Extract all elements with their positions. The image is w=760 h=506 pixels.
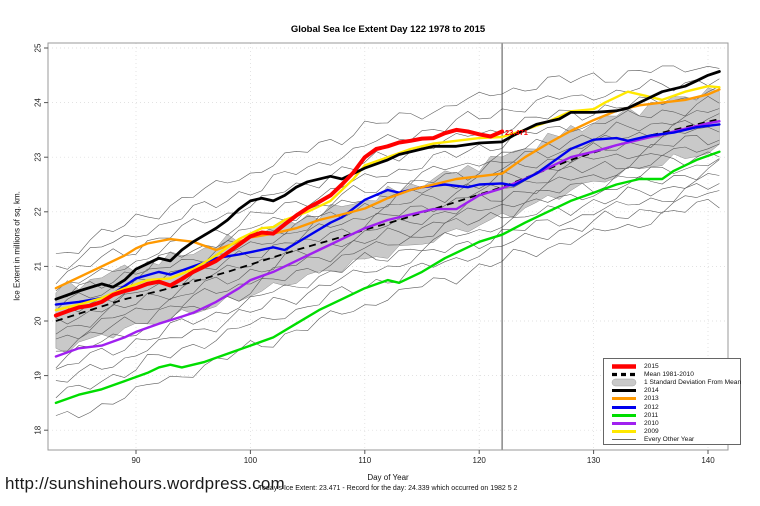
- series-2011-line: [54, 150, 721, 405]
- other-year-line: [55, 158, 720, 352]
- other-year-line: [55, 96, 720, 292]
- legend-item-2014: 2014: [604, 387, 740, 395]
- other-year-line: [55, 173, 720, 370]
- other-year-line: [55, 198, 720, 419]
- series-2012-line: [54, 123, 721, 306]
- legend-swatch-line: [612, 421, 636, 425]
- today-extent-annotation: 23.471: [505, 128, 528, 137]
- y-tick-label: 21: [34, 261, 43, 270]
- legend-label: 2015: [644, 362, 659, 370]
- legend-swatch-band: [611, 378, 637, 387]
- y-axis-label: Ice Extent in millions of sq. km.: [12, 191, 22, 301]
- legend-label: Mean 1981-2010: [644, 370, 694, 378]
- other-year-line: [55, 143, 720, 335]
- y-tick-label: 20: [34, 316, 43, 325]
- legend-item-2012: 2012: [604, 403, 740, 411]
- legend-label: 2010: [644, 419, 659, 427]
- legend-item-2010: 2010: [604, 419, 740, 427]
- other-year-line: [55, 78, 720, 270]
- y-tick-label: 22: [34, 207, 43, 216]
- legend-swatch-dashed-line: [612, 372, 636, 376]
- y-tick-label: 25: [34, 43, 43, 52]
- legend-item-every-other-year: Every Other Year: [604, 436, 740, 444]
- legend-label: 1 Standard Deviation From Mean: [644, 378, 742, 386]
- legend-label: 2009: [644, 428, 659, 436]
- legend-item-2013: 2013: [604, 395, 740, 403]
- legend-label: Every Other Year: [644, 436, 695, 444]
- other-year-line: [55, 190, 720, 399]
- site-url-text: http://sunshinehours.wordpress.com: [5, 474, 285, 493]
- x-tick-label: 90: [132, 456, 141, 465]
- legend-swatch-line: [612, 413, 636, 417]
- legend-label: 2013: [644, 395, 659, 403]
- legend-swatch-line: [612, 389, 636, 393]
- other-year-line: [55, 126, 720, 313]
- series-2015-line: [53, 127, 505, 318]
- legend-swatch-thick-line: [612, 363, 636, 369]
- plot-border: [47, 42, 729, 451]
- x-tick-label: 110: [358, 456, 371, 465]
- series-2014-line: [54, 70, 721, 301]
- legend-item-2015: 2015: [604, 362, 740, 370]
- legend-box: 2015 Mean 1981-2010 1 Standard Deviation F…: [603, 358, 741, 445]
- y-tick-label: 24: [34, 98, 43, 107]
- legend-label: 2014: [644, 387, 659, 395]
- y-tick-label: 19: [34, 371, 43, 380]
- y-tick-label: 23: [34, 152, 43, 161]
- x-axis-label: Day of Year: [367, 473, 409, 482]
- x-tick-label: 100: [244, 456, 258, 465]
- legend-swatch-line: [612, 430, 636, 434]
- chart-caption: Today's Ice Extent: 23.471 - Record for …: [258, 485, 518, 492]
- y-tick-label: 18: [34, 425, 43, 434]
- other-year-line: [55, 183, 720, 383]
- other-year-line: [55, 108, 720, 300]
- other-year-line: [55, 151, 720, 340]
- legend-item-2011: 2011: [604, 411, 740, 419]
- legend-item-mean-1981-2010: Mean 1981-2010: [604, 370, 740, 378]
- series-2009-line: [54, 85, 721, 312]
- legend-item-2009: 2009: [604, 428, 740, 436]
- legend-label: 2011: [644, 411, 659, 419]
- x-tick-label: 120: [473, 456, 487, 465]
- legend-swatch-thin-line: [612, 439, 636, 441]
- legend-label: 2012: [644, 403, 659, 411]
- x-tick-label: 130: [587, 456, 601, 465]
- chart-title: Global Sea Ice Extent Day 122 1978 to 20…: [290, 24, 486, 35]
- series-2010-line: [54, 120, 721, 358]
- legend-swatch-line: [612, 405, 636, 409]
- axis-ticks: 90 100 110 120 130 140 18 19 20 21 22 23 24 25: [34, 43, 716, 465]
- legend-swatch-line: [612, 397, 636, 401]
- legend-item-1-standard-deviation-from-mean: 1 Standard Deviation From Mean: [604, 378, 742, 387]
- other-year-line: [55, 65, 720, 254]
- x-tick-label: 140: [701, 456, 715, 465]
